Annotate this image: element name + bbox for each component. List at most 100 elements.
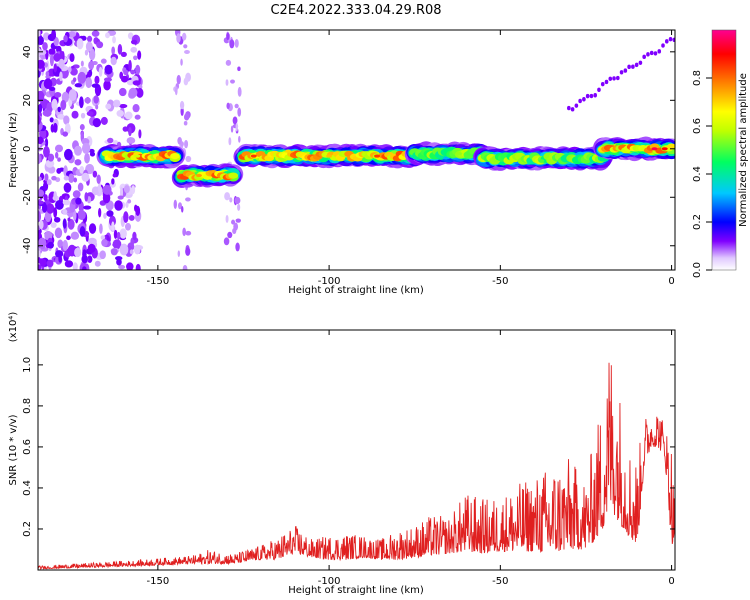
x-tick-label: -100 — [318, 576, 341, 587]
heatmap-cell-389 — [46, 259, 54, 268]
colorbar: 0.0 0.2 0.4 0.6 0.8 Normalized spectral ampl… — [692, 29, 749, 278]
snr-series-line — [38, 362, 675, 570]
heatmap-cell-577 — [235, 242, 240, 252]
y-tick-label: 0 — [22, 146, 33, 152]
heatmap-cell-5 — [56, 45, 62, 54]
heatmap-cell-1742 — [612, 76, 616, 81]
heatmap-cell-429 — [55, 250, 64, 258]
heatmap-cell-283 — [111, 178, 115, 185]
heatmap-cell-1729 — [661, 147, 668, 151]
heatmap-cell-258 — [38, 258, 47, 267]
heatmap-cell-1746 — [627, 64, 631, 70]
heatmap-cell-255 — [44, 173, 49, 182]
heatmap-cell-145 — [79, 124, 85, 131]
heatmap-cell-1745 — [623, 68, 628, 73]
heatmap-cell-492 — [79, 96, 84, 109]
heatmap-cell-527 — [230, 79, 235, 84]
heatmap-cell-596 — [184, 139, 189, 149]
y-tick-label: 1.0 — [22, 357, 33, 373]
heatmap-cell-590 — [180, 141, 184, 147]
heatmap-cell-517 — [53, 122, 58, 133]
heatmap-cell-117 — [137, 50, 142, 60]
heatmap-cell-540 — [184, 49, 190, 55]
heatmap-cell-556 — [183, 113, 190, 121]
heatmap-cell-244 — [117, 43, 123, 55]
heatmap-cell-488 — [104, 64, 113, 75]
heatmap-cell-1739 — [600, 81, 605, 87]
heatmap-cell-384 — [76, 38, 84, 50]
heatmap-cell-118 — [63, 148, 73, 161]
heatmap-cell-1723 — [285, 149, 292, 153]
heatmap-cell-85 — [72, 190, 81, 199]
heatmap-cell-52 — [103, 212, 107, 219]
heatmap-cell-453 — [38, 200, 44, 205]
heatmap-cell-124 — [134, 114, 141, 120]
heatmap-cell-364 — [47, 153, 55, 162]
heatmap-cell-496 — [75, 197, 82, 205]
heatmap-cell-1725 — [374, 154, 381, 158]
heatmap-cell-15 — [74, 159, 82, 166]
heatmap-cell-274 — [98, 207, 102, 218]
heatmap-cell-536 — [173, 199, 177, 209]
heatmap-cell-280 — [102, 192, 111, 204]
heatmap-cell-230 — [38, 250, 41, 258]
heatmap-cell-422 — [51, 98, 58, 111]
heatmap-cell-494 — [101, 238, 108, 247]
heatmap-cell-426 — [80, 112, 86, 119]
heatmap-cell-366 — [107, 137, 114, 144]
heatmap-cell-598 — [183, 44, 188, 49]
heatmap-cell-406 — [135, 64, 141, 75]
heatmap-cell-326 — [62, 199, 71, 206]
heatmap-cell-371 — [114, 200, 123, 211]
heatmap-cell-19 — [67, 218, 75, 230]
heatmap-cell-455 — [38, 35, 44, 46]
heatmap-cell-377 — [73, 177, 78, 183]
heatmap-cell-456 — [63, 175, 69, 181]
heatmap-cell-582 — [179, 100, 185, 110]
heatmap-cell-423 — [43, 146, 50, 158]
heatmap-cell-525 — [235, 218, 241, 223]
heatmap-cell-445 — [85, 77, 93, 89]
heatmap-cell-511 — [63, 34, 68, 43]
heatmap-cell-227 — [70, 231, 80, 240]
heatmap-cell-260 — [128, 59, 132, 72]
heatmap-cell-546 — [181, 205, 184, 213]
heatmap-cell-278 — [100, 116, 108, 125]
heatmap-cell-425 — [38, 210, 42, 223]
spectrogram-x-label: Height of straight line (km) — [288, 285, 424, 296]
heatmap-cell-1759 — [676, 32, 680, 36]
heatmap-cell-319 — [49, 54, 54, 67]
heatmap-cell-298 — [135, 263, 141, 270]
x-tick-label: 0 — [668, 576, 674, 587]
snr-frame — [37, 329, 676, 571]
heatmap-cell-370 — [62, 239, 68, 252]
heatmap-cell-1740 — [604, 79, 609, 85]
heatmap-cell-305 — [51, 30, 57, 40]
heatmap-cell-486 — [82, 266, 87, 270]
heatmap-cell-376 — [96, 174, 101, 184]
heatmap-cell-440 — [119, 228, 127, 239]
heatmap-cell-495 — [38, 49, 47, 56]
heatmap-cell-314 — [129, 249, 134, 255]
heatmap-cell-483 — [134, 204, 138, 212]
heatmap-cell-497 — [103, 77, 112, 82]
heatmap-cell-346 — [96, 41, 104, 49]
heatmap-cell-558 — [181, 32, 187, 41]
heatmap-cell-356 — [79, 165, 85, 174]
heatmap-cell-548 — [185, 230, 192, 236]
heatmap-cell-301 — [53, 36, 59, 47]
heatmap-cell-331 — [131, 185, 136, 195]
heatmap-cell-552 — [176, 33, 181, 43]
heatmap-cell-396 — [110, 56, 117, 66]
heatmap-cell-1737 — [593, 93, 598, 98]
heatmap-cell-1738 — [597, 87, 601, 93]
heatmap-cell-484 — [77, 71, 87, 84]
heatmap-cell-313 — [64, 123, 71, 135]
heatmap-cell-485 — [67, 31, 77, 38]
colorbar-ticks: 0.0 0.2 0.4 0.6 0.8 — [692, 70, 712, 278]
heatmap-cell-126 — [99, 250, 106, 260]
heatmap-cell-467 — [119, 243, 129, 256]
heatmap-cell-1741 — [608, 76, 613, 81]
heatmap-cell-473 — [74, 145, 82, 156]
heatmap-cell-78 — [51, 175, 57, 181]
